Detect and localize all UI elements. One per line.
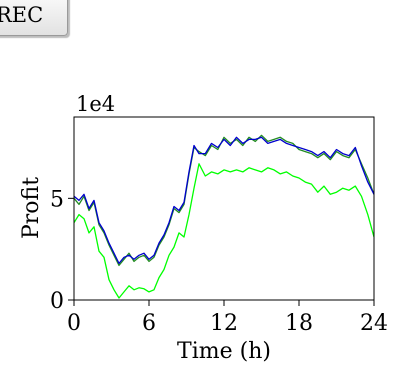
y-offset-label: 1e4	[76, 92, 115, 116]
series-line-3	[74, 136, 374, 265]
x-axis-label: Time (h)	[177, 339, 271, 364]
y-tick-label: 5	[50, 187, 64, 212]
y-axis-label: Profit	[19, 177, 44, 239]
axis-ticks: 0 6 12 18 24 0 5	[50, 187, 388, 336]
x-tick-label: 24	[360, 311, 388, 336]
y-tick-label: 0	[50, 289, 64, 314]
axes-frame	[73, 116, 375, 301]
series-line-2	[74, 134, 374, 267]
x-tick-label: 12	[210, 311, 238, 336]
x-tick-label: 18	[285, 311, 313, 336]
series-line-1	[74, 163, 374, 299]
rec-button[interactable]: REC	[0, 0, 68, 36]
plot-area	[74, 134, 374, 299]
x-tick-label: 6	[142, 311, 156, 336]
x-tick-label: 0	[67, 311, 81, 336]
